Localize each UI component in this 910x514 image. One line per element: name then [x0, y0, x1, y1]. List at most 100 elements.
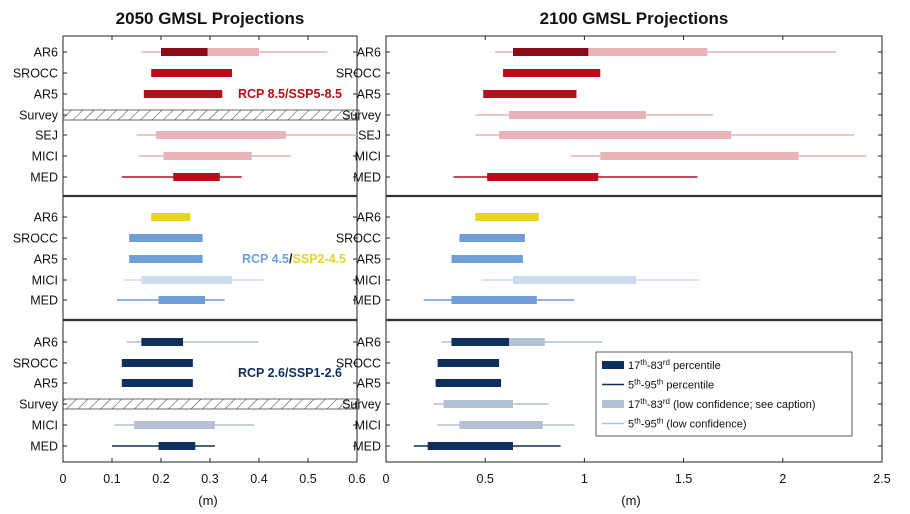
row-label-ar5: AR5: [357, 377, 381, 391]
row-label-ar6: AR6: [34, 211, 58, 225]
range-17-83-bar: [459, 234, 525, 242]
chart-title: 2100 GMSL Projections: [540, 9, 729, 28]
scenario-label: RCP 4.5/SSP2-4.5: [242, 252, 346, 266]
range-17-83-bar: [141, 276, 233, 284]
legend-text-post: (low confidence; see caption): [670, 399, 816, 411]
scenario-label-part: RCP 4.5: [242, 252, 289, 266]
row-label-ar5: AR5: [34, 253, 58, 267]
range-17-83-bar: [163, 152, 252, 160]
range-17-83-bar: [158, 442, 196, 450]
legend-label: 5th-95th percentile: [628, 378, 714, 392]
scenario-label: RCP 8.5/SSP5-8.5: [238, 87, 342, 101]
range-17-83-bar: [121, 359, 193, 367]
scenario-label: RCP 2.6/SSP1-2.6: [238, 366, 342, 380]
legend-text-sup: th: [640, 397, 647, 406]
range-17-83-bar: [512, 276, 636, 284]
row-label-med: MED: [30, 171, 58, 185]
scenario-label-part: SSP5-8.5: [288, 87, 342, 101]
row-label-ar6: AR6: [357, 211, 381, 225]
row-label-survey: Survey: [342, 109, 382, 123]
range-17-83-bar: [443, 400, 513, 408]
range-17-83-bar: [129, 234, 203, 242]
row-label-ar5: AR5: [357, 253, 381, 267]
legend-text-sup: rd: [663, 358, 670, 367]
range-17-83-bar: [427, 442, 513, 450]
x-tick-label: 0.5: [477, 472, 494, 486]
x-tick-label: 1.5: [675, 472, 692, 486]
x-tick-label: 0.4: [250, 472, 267, 486]
row-label-ar6: AR6: [357, 46, 381, 60]
legend-text-mid: -83: [647, 399, 663, 411]
row-label-survey: Survey: [19, 109, 59, 123]
row-label-survey: Survey: [19, 398, 59, 412]
row-label-srocc: SROCC: [336, 67, 381, 81]
row-label-mici: MICI: [355, 274, 381, 288]
x-axis-label: (m): [198, 493, 218, 508]
scenario-label-part: SSP1-2.6: [288, 366, 342, 380]
range-17-83-bar: [483, 90, 577, 98]
chart-panel-0: 2050 GMSL Projections 0 0.1 0.2 0.3 0.4 0.5 0.6…: [13, 9, 366, 508]
range-17-83-bar: [151, 69, 233, 77]
range-17-83-bar: [451, 255, 523, 263]
row-label-srocc: SROCC: [336, 357, 381, 371]
row-label-med: MED: [30, 294, 58, 308]
range-17-83-bar: [437, 359, 500, 367]
range-17-83-bar: [588, 48, 708, 56]
legend-text-pre: 5: [628, 419, 634, 431]
row-label-survey: Survey: [342, 398, 382, 412]
range-17-83-bar: [151, 213, 191, 221]
row-label-mici: MICI: [32, 150, 58, 164]
x-tick-label: 2.5: [873, 472, 890, 486]
row-label-srocc: SROCC: [13, 357, 58, 371]
row-label-ar5: AR5: [34, 377, 58, 391]
row-label-med: MED: [353, 440, 381, 454]
x-tick-label: 0.3: [201, 472, 218, 486]
row-label-med: MED: [353, 294, 381, 308]
survey-hatched-band: [62, 109, 360, 121]
legend-text-sup: th: [634, 378, 641, 387]
scenario-label-part: SSP2-4.5: [292, 252, 346, 266]
x-tick-label: 0.5: [299, 472, 316, 486]
legend-label: 17th-83rd percentile: [628, 358, 721, 372]
range-17-83-bar: [435, 379, 502, 387]
range-17-83-bar: [161, 48, 208, 56]
scenario-label-part: RCP 8.5: [238, 87, 285, 101]
x-tick-label: 0.6: [348, 472, 365, 486]
row-label-mici: MICI: [32, 419, 58, 433]
legend-swatch-thick: [602, 400, 624, 408]
x-tick-label: 1: [581, 472, 588, 486]
row-label-med: MED: [30, 440, 58, 454]
range-17-83-bar: [129, 255, 203, 263]
range-17-83-bar: [459, 421, 543, 429]
chart-title: 2050 GMSL Projections: [116, 9, 305, 28]
x-tick-label: 0.1: [103, 472, 120, 486]
range-17-83-bar: [475, 213, 539, 221]
row-label-ar5: AR5: [34, 88, 58, 102]
range-17-83-bar: [499, 131, 732, 139]
scenario-label-part: /: [285, 87, 289, 101]
row-label-med: MED: [353, 171, 381, 185]
scenario-label-part: /: [289, 252, 293, 266]
range-17-83-bar: [173, 173, 220, 181]
legend-text-mid: -83: [647, 360, 663, 372]
range-17-83-bar: [509, 111, 646, 119]
legend-box: [595, 351, 853, 437]
row-label-srocc: SROCC: [336, 232, 381, 246]
range-17-83-bar: [600, 152, 799, 160]
scenario-label-part: RCP 2.6: [238, 366, 285, 380]
legend-text-pre: 17: [628, 360, 640, 372]
legend-text-post: percentile: [670, 360, 721, 372]
range-17-83-bar: [141, 338, 184, 346]
x-tick-label: 0.2: [152, 472, 169, 486]
range-17-83-bar: [512, 48, 589, 56]
row-label-mici: MICI: [355, 419, 381, 433]
legend-text-post: percentile: [663, 380, 714, 392]
legend-text-sup: th: [634, 417, 641, 426]
range-17-83-bar: [509, 338, 545, 346]
row-label-ar6: AR6: [34, 46, 58, 60]
legend-text-sup: rd: [663, 397, 670, 406]
row-label-ar6: AR6: [357, 336, 381, 350]
legend-label: 17th-83rd (low confidence; see caption): [628, 397, 815, 411]
